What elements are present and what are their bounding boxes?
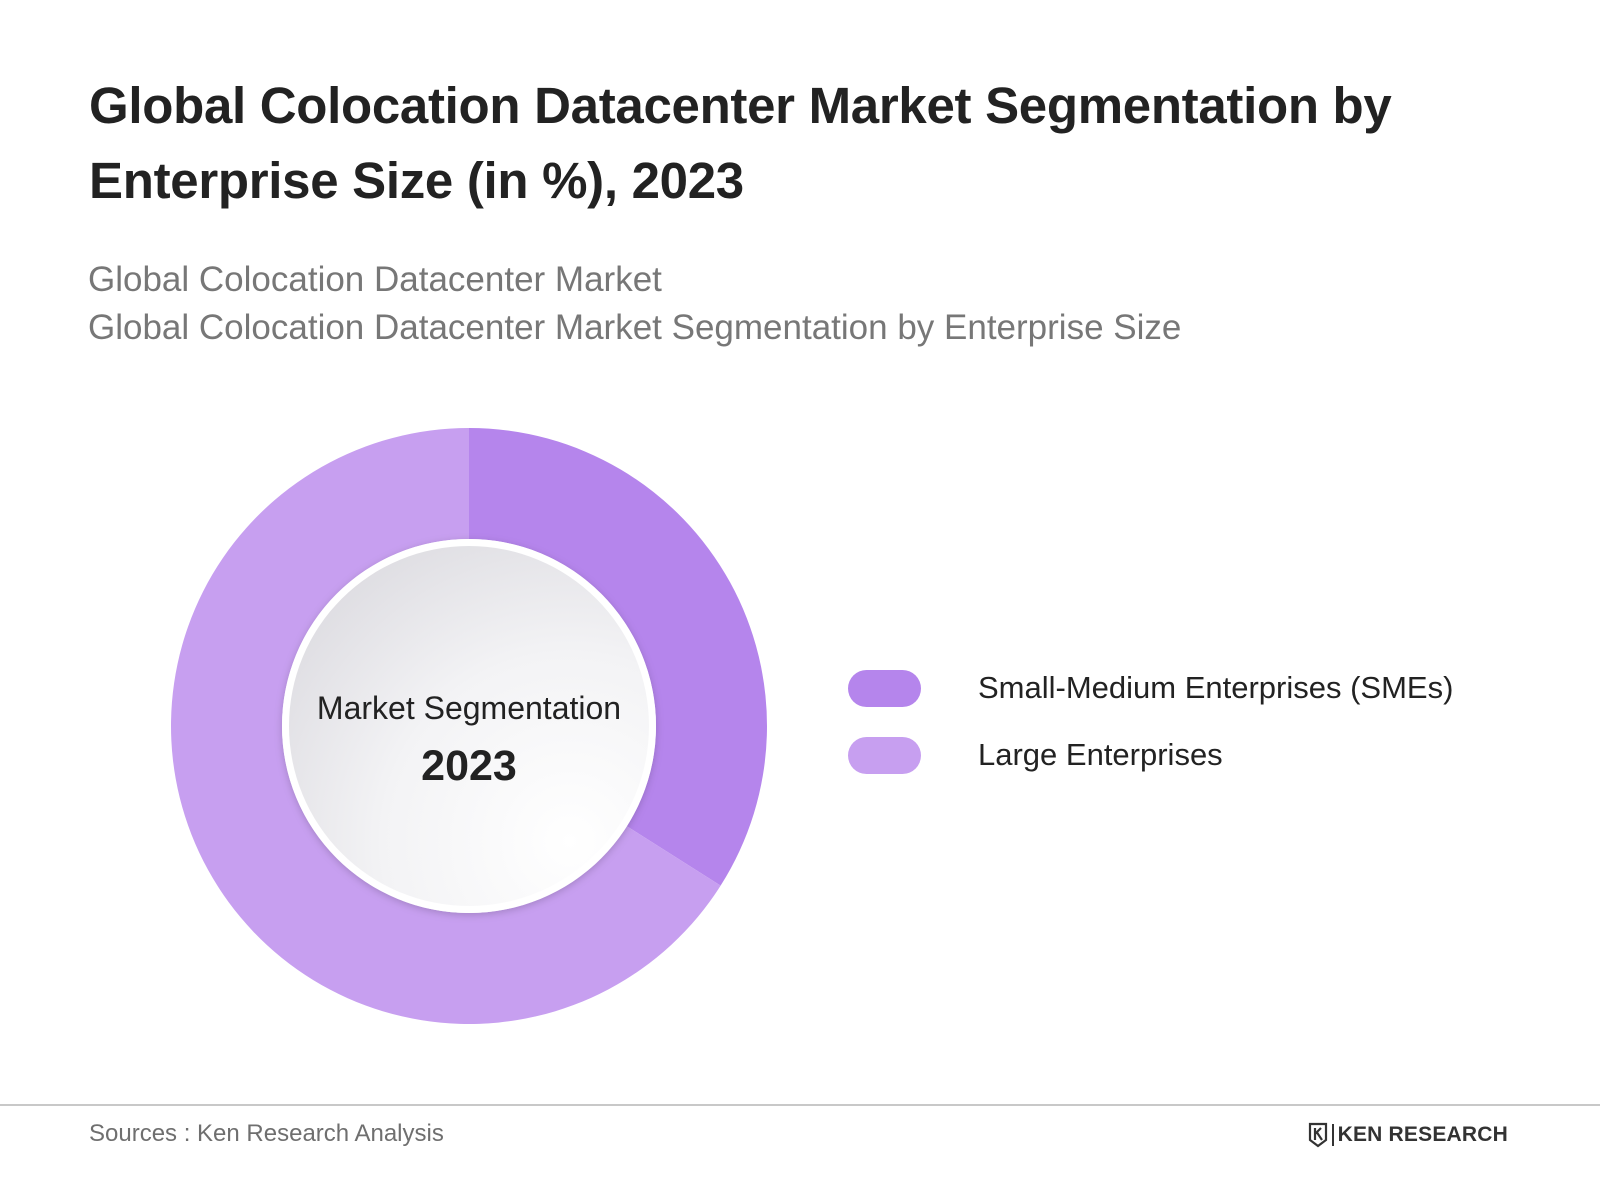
legend-swatch-smes (848, 669, 921, 707)
donut-center-fill (289, 546, 649, 906)
brand-separator (1331, 1124, 1334, 1146)
footer-divider (0, 1104, 1600, 1106)
legend-item-large-enterprises: Large Enterprises (848, 735, 1453, 775)
chart-subtitle: Global Colocation Datacenter Market Glob… (88, 256, 1181, 352)
source-note: Sources : Ken Research Analysis (89, 1120, 444, 1147)
chart-title: Global Colocation Datacenter Market Segm… (89, 77, 1392, 209)
brand-name: KEN RESEARCH (1337, 1123, 1508, 1146)
slice-large-enterprises (171, 427, 721, 1024)
legend-label-large-enterprises: Large Enterprises (978, 737, 1223, 772)
ken-research-logo-icon (1308, 1122, 1327, 1148)
legend-item-smes: Small-Medium Enterprises (SMEs) (848, 668, 1453, 708)
brand-logo-block: KEN RESEARCH (1308, 1122, 1508, 1148)
donut-slices (171, 427, 768, 1024)
slice-smes (469, 428, 768, 886)
chart-legend: Small-Medium Enterprises (SMEs) Large En… (848, 668, 1453, 802)
subtitle-line-2: Global Colocation Datacenter Market Segm… (88, 308, 1182, 347)
donut-chart: Market Segmentation 2023 (171, 427, 768, 1024)
legend-label-smes: Small-Medium Enterprises (SMEs) (978, 670, 1454, 705)
subtitle-line-1: Global Colocation Datacenter Market (88, 260, 662, 299)
center-label: Market Segmentation (317, 690, 621, 726)
center-year: 2023 (421, 742, 517, 790)
legend-swatch-large-enterprises (848, 736, 921, 774)
